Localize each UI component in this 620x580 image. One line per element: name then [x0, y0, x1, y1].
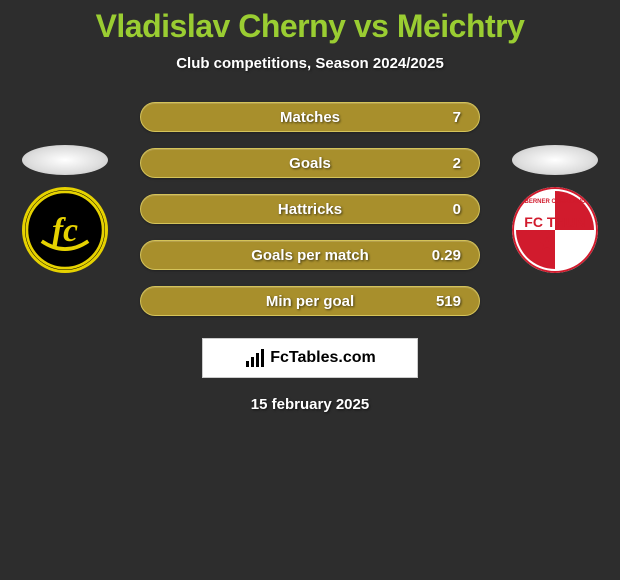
date-text: 15 february 2025 — [251, 396, 369, 413]
right-club-badge: BERNER OBERLAND FC THUN 1898 — [512, 187, 598, 273]
stat-row-hattricks: Hattricks 0 — [140, 194, 480, 224]
right-player-column: BERNER OBERLAND FC THUN 1898 — [500, 145, 610, 273]
brand-text: FcTables.com — [270, 349, 376, 367]
main-comparison-row: fc Matches 7 Goals 2 Hattricks 0 Goals p… — [0, 102, 620, 316]
left-club-badge: fc — [22, 187, 108, 273]
svg-text:FC THUN: FC THUN — [524, 214, 585, 230]
svg-text:BERNER OBERLAND: BERNER OBERLAND — [524, 199, 586, 205]
page-title: Vladislav Cherny vs Meichtry — [96, 8, 525, 45]
stat-value: 519 — [436, 293, 461, 310]
stat-row-gpm: Goals per match 0.29 — [140, 240, 480, 270]
stat-label: Hattricks — [278, 201, 342, 218]
stats-column: Matches 7 Goals 2 Hattricks 0 Goals per … — [140, 102, 480, 316]
stat-label: Min per goal — [266, 293, 354, 310]
stat-row-matches: Matches 7 — [140, 102, 480, 132]
left-player-photo — [22, 145, 108, 175]
stat-row-goals: Goals 2 — [140, 148, 480, 178]
stat-label: Matches — [280, 109, 340, 126]
subtitle: Club competitions, Season 2024/2025 — [176, 55, 444, 72]
stat-label: Goals — [289, 155, 331, 172]
stat-value: 2 — [453, 155, 461, 172]
stat-value: 0 — [453, 201, 461, 218]
stat-value: 0.29 — [432, 247, 461, 264]
infographic-container: Vladislav Cherny vs Meichtry Club compet… — [0, 0, 620, 413]
brand-attribution: FcTables.com — [202, 338, 418, 378]
stat-label: Goals per match — [251, 247, 369, 264]
schaffhausen-badge-icon: fc — [25, 187, 105, 273]
stat-value: 7 — [453, 109, 461, 126]
right-player-photo — [512, 145, 598, 175]
left-player-column: fc — [10, 145, 120, 273]
svg-text:fc: fc — [52, 212, 78, 249]
stat-row-mpg: Min per goal 519 — [140, 286, 480, 316]
bars-chart-icon — [244, 347, 266, 369]
thun-badge-icon: BERNER OBERLAND FC THUN 1898 — [512, 187, 598, 273]
svg-text:1898: 1898 — [561, 242, 577, 249]
